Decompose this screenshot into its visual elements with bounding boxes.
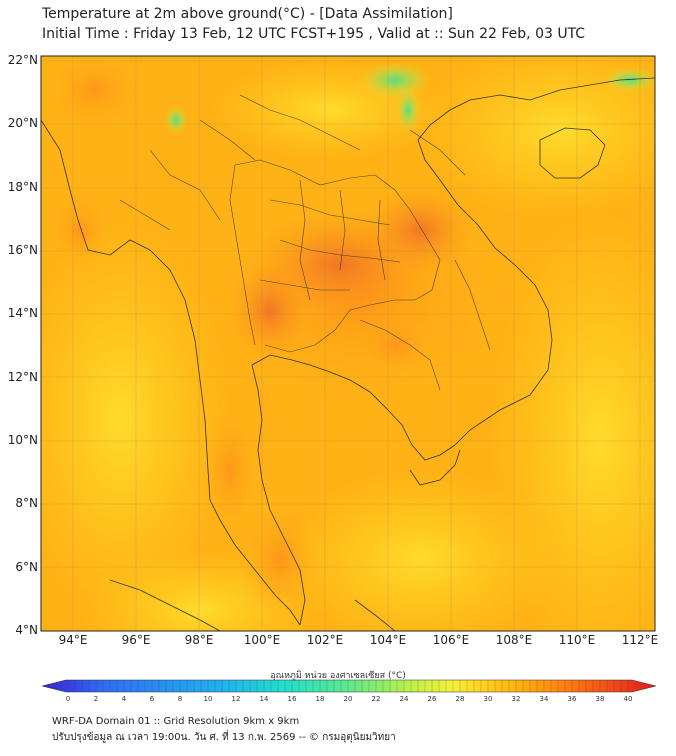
colorbar-tick-label: 38 <box>595 695 605 703</box>
colorbar-tick-label: 2 <box>93 695 99 703</box>
footer-update-info: ปรับปรุงข้อมูล ณ เวลา 19:00น. วัน ศ. ที่… <box>52 732 396 743</box>
colorbar-tick-label: 6 <box>149 695 155 703</box>
temperature-field <box>41 56 655 631</box>
latitude-label: 12°N <box>7 369 38 384</box>
colorbar-tick-label: 30 <box>483 695 493 703</box>
latitude-label: 20°N <box>7 116 38 131</box>
latitude-label: 10°N <box>7 433 38 447</box>
footer-model-info: WRF-DA Domain 01 :: Grid Resolution 9km … <box>52 716 300 727</box>
longitude-label: 102°E <box>306 633 344 647</box>
latitude-label: 14°N <box>7 306 38 321</box>
colorbar-tick-label: 14 <box>259 695 269 703</box>
colorbar-tick-label: 8 <box>177 695 183 703</box>
longitude-label: 106°E <box>432 633 470 647</box>
longitude-label: 94°E <box>58 633 88 647</box>
colorbar-tick-label: 40 <box>623 695 633 703</box>
colorbar-tick-label: 16 <box>287 695 297 703</box>
longitude-label: 104°E <box>369 633 407 647</box>
colorbar <box>41 679 657 693</box>
longitude-label: 110°E <box>558 633 596 647</box>
colorbar-tick-label: 4 <box>121 695 127 703</box>
map-title: Temperature at 2m above ground(°C) - [Da… <box>42 6 453 22</box>
colorbar-tick-label: 36 <box>567 695 577 703</box>
longitude-label: 98°E <box>184 633 214 647</box>
latitude-label: 4°N <box>15 623 38 637</box>
latitude-label: 16°N <box>7 243 38 257</box>
longitude-label: 108°E <box>495 633 533 647</box>
colorbar-tick-label: 32 <box>511 695 521 703</box>
colorbar-tick-label: 34 <box>539 695 549 703</box>
colorbar-tick-label: 20 <box>343 695 353 703</box>
colorbar-tick-label: 24 <box>399 695 409 703</box>
map-subtitle: Initial Time : Friday 13 Feb, 12 UTC FCS… <box>42 26 586 42</box>
longitude-label: 112°E <box>621 633 659 647</box>
longitude-label: 100°E <box>243 633 281 647</box>
colorbar-tick-label: 0 <box>65 695 71 703</box>
colorbar-tick-label: 28 <box>455 695 465 703</box>
plot-frame <box>40 55 656 632</box>
colorbar-tick-label: 26 <box>427 695 437 703</box>
latitude-label: 8°N <box>15 496 38 511</box>
colorbar-tick-label: 22 <box>371 695 381 703</box>
graticule <box>41 56 655 631</box>
latitude-label: 6°N <box>15 559 38 574</box>
colorbar-tick-label: 12 <box>231 695 241 703</box>
latitude-label: 18°N <box>7 179 38 194</box>
longitude-label: 96°E <box>121 633 151 647</box>
latitude-label: 22°N <box>7 53 38 67</box>
colorbar-tick-label: 18 <box>315 695 325 703</box>
temperature-map <box>40 55 657 693</box>
coastlines <box>41 77 655 631</box>
colorbar-tick-label: 10 <box>203 695 213 703</box>
province-borders <box>119 94 491 391</box>
colorbar-title: อุณหภูมิ หน่วย องศาเซลเซียส (°C) <box>270 671 406 681</box>
